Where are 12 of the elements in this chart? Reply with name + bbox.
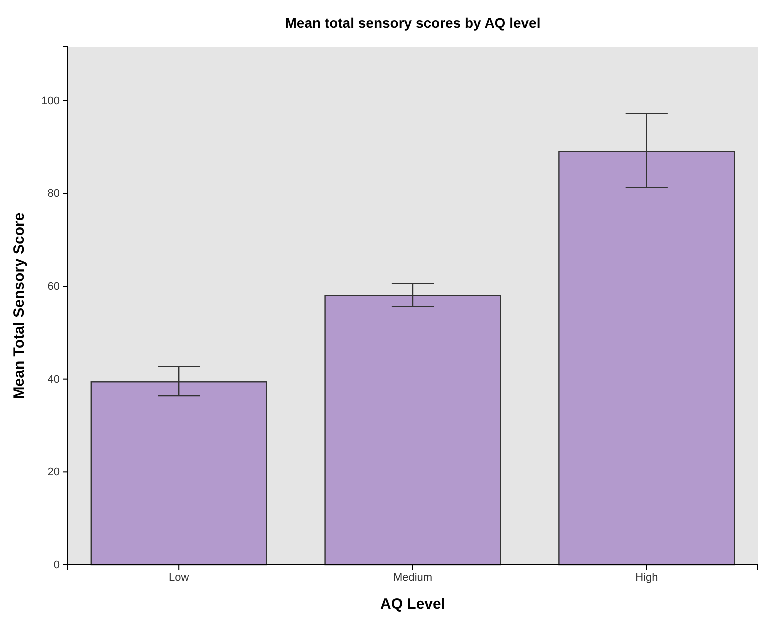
x-tick-label: Medium (393, 572, 433, 584)
y-tick-label: 40 (48, 374, 60, 386)
x-axis-title: AQ Level (380, 596, 446, 613)
chart-title: Mean total sensory scores by AQ level (285, 15, 541, 31)
y-tick-label: 60 (48, 281, 60, 294)
y-tick-label: 20 (48, 466, 60, 479)
y-tick-label: 0 (54, 560, 60, 572)
y-tick-label: 100 (42, 95, 60, 108)
x-tick-label: High (636, 572, 658, 584)
y-axis-title: Mean Total Sensory Score (11, 212, 28, 400)
x-tick-label: Low (169, 572, 190, 584)
y-tick-label: 80 (48, 188, 60, 200)
